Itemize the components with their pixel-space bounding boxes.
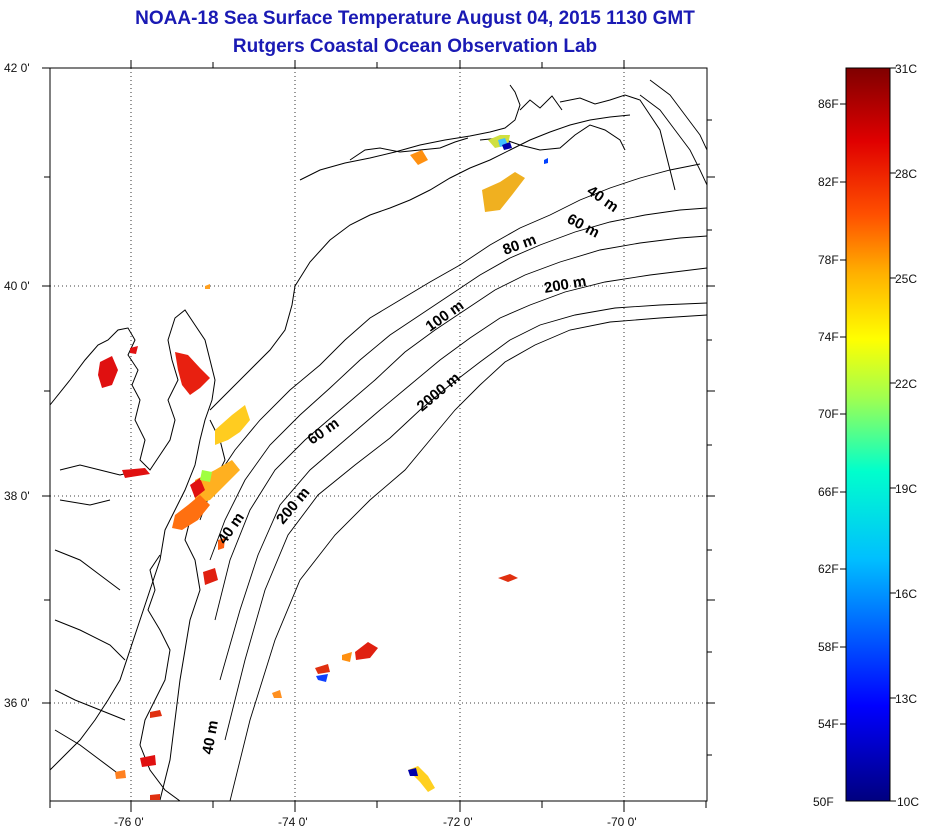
cb-c-31: 31C — [895, 62, 917, 76]
depth-label-40m-south: 40 m — [199, 719, 222, 756]
graticule — [50, 68, 707, 801]
colorbar-fahrenheit-labels: 86F 82F 78F 74F 70F 66F 62F 58F 54F 50F — [813, 97, 839, 809]
lat-label-38: 38 0' — [4, 489, 30, 503]
cb-c-13: 13C — [895, 692, 917, 706]
lon-label-72: -72 0' — [443, 815, 473, 829]
bathymetry-contours — [199, 79, 707, 801]
cb-f-50: 50F — [813, 795, 834, 809]
cb-f-70: 70F — [818, 407, 839, 421]
cb-f-74: 74F — [818, 330, 839, 344]
sst-patches — [98, 135, 548, 800]
tick-marks — [42, 60, 715, 812]
map-subtitle: Rutgers Coastal Ocean Observation Lab — [232, 36, 598, 57]
cb-c-22: 22C — [895, 377, 917, 391]
lat-label-36: 36 0' — [4, 696, 30, 710]
cb-c-28: 28C — [895, 167, 917, 181]
lat-label-42: 42 0' — [4, 61, 30, 75]
cb-c-19: 19C — [895, 482, 917, 496]
cb-c-25: 25C — [895, 272, 917, 286]
colorbar — [845, 67, 891, 802]
cb-c-16: 16C — [895, 587, 917, 601]
colorbar-ticks — [840, 67, 896, 802]
map-title: NOAA-18 Sea Surface Temperature August 0… — [135, 8, 695, 29]
cb-f-66: 66F — [818, 485, 839, 499]
lat-tick-labels: 42 0' 40 0' 38 0' 36 0' — [4, 61, 30, 710]
cb-f-78: 78F — [818, 253, 839, 267]
lon-label-74: -74 0' — [278, 815, 308, 829]
cb-f-54: 54F — [818, 717, 839, 731]
lon-tick-labels: -76 0' -74 0' -72 0' -70 0' — [114, 815, 637, 829]
lon-label-70: -70 0' — [607, 815, 637, 829]
lon-label-76: -76 0' — [114, 815, 144, 829]
map-frame — [49, 67, 708, 802]
colorbar-celsius-labels: 31C 28C 25C 22C 19C 16C 13C 10C — [895, 62, 919, 809]
cb-f-82: 82F — [818, 175, 839, 189]
cb-c-10: 10C — [897, 795, 919, 809]
cb-f-58: 58F — [818, 640, 839, 654]
lat-label-40: 40 0' — [4, 279, 30, 293]
cb-f-86: 86F — [818, 97, 839, 111]
cb-f-62: 62F — [818, 562, 839, 576]
